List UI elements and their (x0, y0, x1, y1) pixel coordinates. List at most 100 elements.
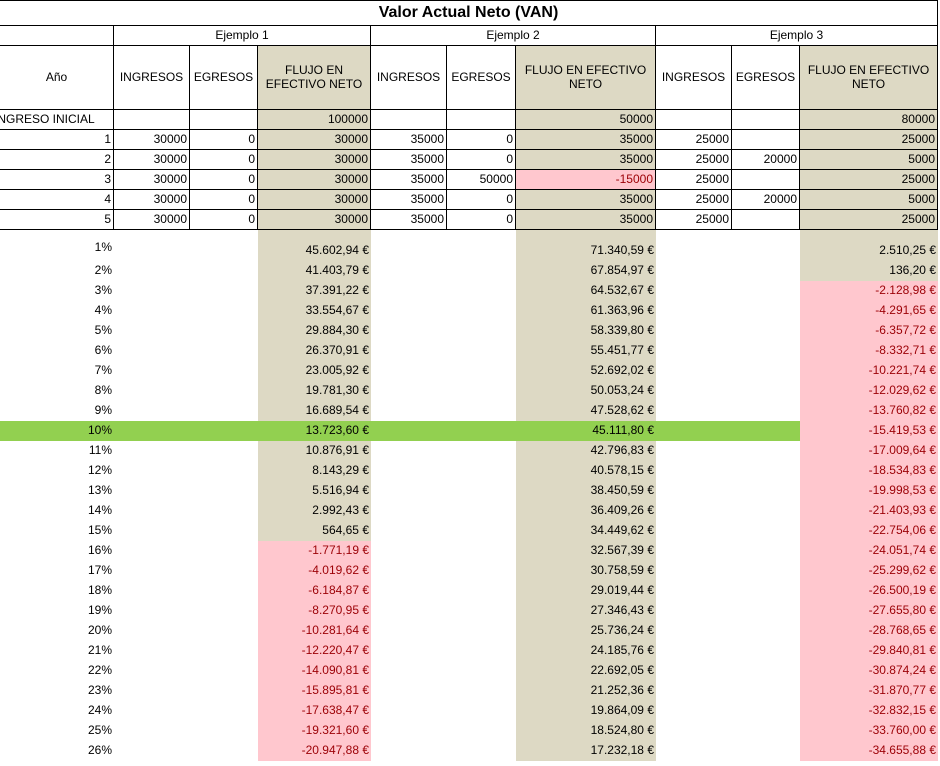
npv-value: 2.510,25 € (800, 230, 938, 261)
rate-label: 14% (87, 503, 112, 518)
npv-value: 29.019,44 € (516, 581, 656, 601)
npv-value: -10.221,74 € (800, 361, 938, 381)
flow-value: 30000 (258, 190, 371, 210)
npv-value: -4.019,62 € (258, 561, 371, 581)
npv-value: 45.602,94 € (258, 230, 371, 261)
rate-label: 19% (87, 603, 112, 618)
npv-value: -18.534,83 € (800, 461, 938, 481)
rate-label: 9% (94, 403, 112, 418)
npv-value: -14.090,81 € (258, 661, 371, 681)
npv-value: 8.143,29 € (258, 461, 371, 481)
flow-value: 35000 (371, 150, 447, 170)
empty-cell (732, 130, 800, 150)
npv-value: -4.291,65 € (800, 301, 938, 321)
rate-label: 7% (94, 363, 112, 378)
rate-label: 16% (87, 543, 112, 558)
npv-value: -15.419,53 € (800, 421, 938, 441)
rate-label: 3% (94, 283, 112, 298)
flow-value: 30000 (114, 170, 190, 190)
flow-value: 0 (447, 130, 516, 150)
npv-value: -6.357,72 € (800, 321, 938, 341)
flow-value: 0 (190, 170, 258, 190)
npv-value: 136,20 € (800, 261, 938, 281)
npv-value: -8.270,95 € (258, 601, 371, 621)
npv-value: 10.876,91 € (258, 441, 371, 461)
rate-label: 8% (94, 383, 112, 398)
npv-value: -12.220,47 € (258, 641, 371, 661)
npv-value: 2.992,43 € (258, 501, 371, 521)
flow-value: 50000 (516, 110, 656, 130)
npv-value: 37.391,22 € (258, 281, 371, 301)
npv-value: 29.884,30 € (258, 321, 371, 341)
rate-label: 23% (87, 683, 112, 698)
rate-label: 13% (87, 483, 112, 498)
flow-value: 5000 (800, 190, 938, 210)
empty-cell (447, 110, 516, 130)
npv-value: 18.524,80 € (516, 721, 656, 741)
flow-value: 0 (447, 190, 516, 210)
npv-value: -34.655,88 € (800, 741, 938, 761)
rate-label: 11% (88, 443, 112, 458)
group-header: Ejemplo 2 (371, 26, 656, 46)
npv-value: -17.009,64 € (800, 441, 938, 461)
flow-value: 80000 (800, 110, 938, 130)
column-header: INGRESOS (656, 46, 732, 110)
npv-value: -19.998,53 € (800, 481, 938, 501)
column-header: INGRESOS (371, 46, 447, 110)
npv-value: 13.723,60 € (258, 421, 371, 441)
npv-value: 27.346,43 € (516, 601, 656, 621)
npv-value: 30.758,59 € (516, 561, 656, 581)
flow-value: 0 (190, 190, 258, 210)
flow-value: 0 (447, 150, 516, 170)
year-label: 2 (0, 150, 114, 170)
year-label: 5 (0, 210, 114, 230)
flow-value: 20000 (732, 190, 800, 210)
empty-cell (732, 210, 800, 230)
npv-value: 17.232,18 € (516, 741, 656, 761)
npv-value: 64.532,67 € (516, 281, 656, 301)
npv-value: -8.332,71 € (800, 341, 938, 361)
npv-value: -21.403,93 € (800, 501, 938, 521)
flow-value: 25000 (656, 130, 732, 150)
rate-label: 20% (87, 623, 112, 638)
npv-value: -26.500,19 € (800, 581, 938, 601)
npv-value: -19.321,60 € (258, 721, 371, 741)
highlight-row (0, 421, 800, 441)
rate-label: 6% (94, 343, 112, 358)
npv-value: 42.796,83 € (516, 441, 656, 461)
npv-value: 33.554,67 € (258, 301, 371, 321)
column-header: INGRESOS (114, 46, 190, 110)
npv-value: 67.854,97 € (516, 261, 656, 281)
flow-value: 30000 (114, 150, 190, 170)
rate-label: 22% (87, 663, 112, 678)
empty-cell (190, 110, 258, 130)
flow-value: 30000 (258, 130, 371, 150)
sheet-title: Valor Actual Neto (VAN) (0, 0, 938, 26)
flow-value: 0 (190, 130, 258, 150)
year-label: 3 (0, 170, 114, 190)
rate-label: 12% (87, 463, 112, 478)
npv-value: 16.689,54 € (258, 401, 371, 421)
npv-value: 19.781,30 € (258, 381, 371, 401)
rate-label: 25% (87, 723, 112, 738)
flow-value: 25000 (656, 170, 732, 190)
npv-value: 50.053,24 € (516, 381, 656, 401)
column-header: EGRESOS (190, 46, 258, 110)
flow-value: 25000 (656, 210, 732, 230)
empty-cell (656, 110, 732, 130)
rate-label: 18% (87, 583, 112, 598)
flow-value: 30000 (114, 210, 190, 230)
npv-value: -17.638,47 € (258, 701, 371, 721)
group-header: Ejemplo 1 (114, 26, 371, 46)
rate-label: 21% (87, 643, 112, 658)
npv-value: -10.281,64 € (258, 621, 371, 641)
rate-label: 5% (94, 323, 112, 338)
npv-value: -20.947,88 € (258, 741, 371, 761)
npv-value: 24.185,76 € (516, 641, 656, 661)
npv-value: 36.409,26 € (516, 501, 656, 521)
column-header: EGRESOS (732, 46, 800, 110)
flow-value: 35000 (371, 170, 447, 190)
npv-value: 71.340,59 € (516, 230, 656, 261)
npv-value: -27.655,80 € (800, 601, 938, 621)
rate-label: 2% (94, 263, 112, 278)
